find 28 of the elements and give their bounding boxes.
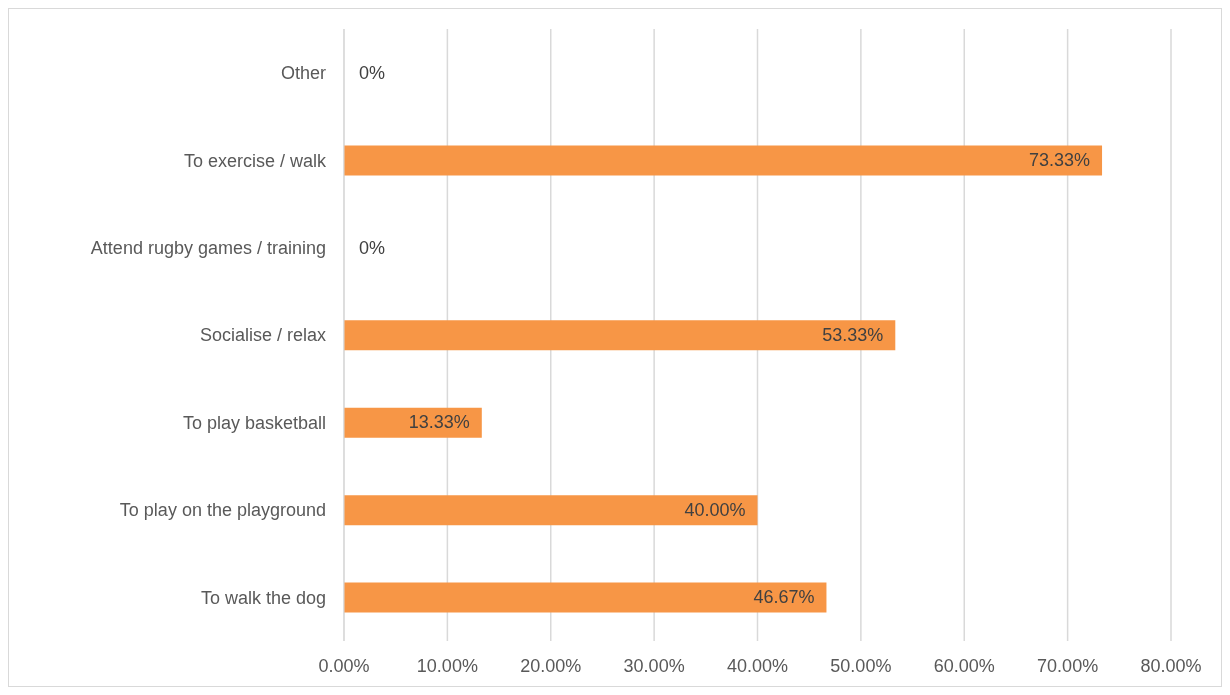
bar — [344, 320, 896, 351]
y-tick-label: To play on the playground — [119, 500, 326, 521]
y-tick-label: Other — [280, 63, 326, 84]
data-label: 0% — [359, 61, 386, 84]
data-label: 73.33% — [1029, 149, 1091, 172]
bar — [344, 582, 827, 613]
x-tick-label: 0.00% — [318, 655, 370, 676]
data-label: 46.67% — [753, 586, 815, 609]
bar — [344, 145, 1103, 176]
bar — [344, 407, 482, 438]
data-label: 53.33% — [822, 324, 884, 346]
x-tick-label: 60.00% — [933, 655, 995, 676]
y-tick-label: To exercise / walk — [183, 150, 327, 171]
y-tick-label: Socialise / relax — [199, 325, 326, 346]
data-label: 13.33% — [408, 411, 470, 434]
x-tick-label: 20.00% — [520, 655, 582, 676]
x-tick-label: 80.00% — [1140, 655, 1202, 676]
y-tick-label: To walk the dog — [200, 587, 326, 608]
data-label: 40.00% — [684, 498, 746, 521]
x-tick-label: 40.00% — [726, 655, 789, 676]
y-tick-label: Attend rugby games / training — [90, 237, 326, 258]
x-tick-label: 70.00% — [1037, 655, 1099, 676]
x-tick-label: 10.00% — [416, 655, 478, 676]
bar — [344, 495, 758, 526]
y-tick-label: To play basketball — [182, 412, 326, 433]
x-tick-label: 30.00% — [623, 655, 685, 676]
x-tick-label: 50.00% — [830, 655, 892, 676]
data-label: 0% — [359, 236, 386, 259]
